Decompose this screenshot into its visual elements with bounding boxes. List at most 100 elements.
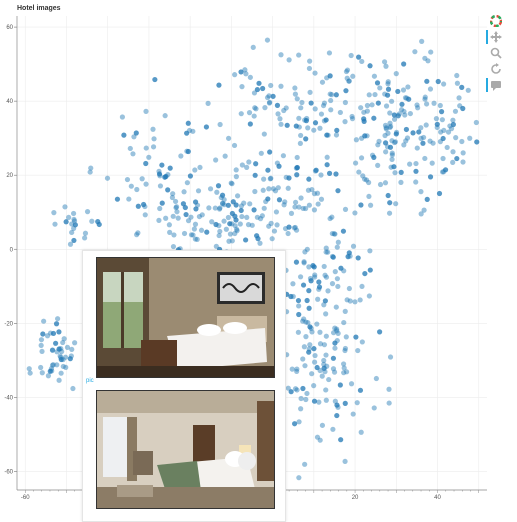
scatter-point — [342, 459, 347, 464]
scatter-point — [304, 391, 309, 396]
scatter-point — [344, 69, 349, 74]
scatter-point — [56, 329, 61, 334]
scatter-point — [322, 100, 327, 105]
scatter-point — [355, 400, 360, 405]
scatter-point — [171, 244, 176, 249]
scatter-point — [459, 85, 464, 90]
scatter-point — [252, 105, 257, 110]
scatter-point — [181, 189, 186, 194]
reset-tool-icon[interactable] — [489, 62, 503, 76]
scatter-point — [262, 105, 267, 110]
scatter-point — [263, 199, 268, 204]
scatter-point — [333, 171, 338, 176]
scatter-point — [300, 386, 305, 391]
scatter-point — [39, 337, 44, 342]
scatter-point — [57, 378, 62, 383]
scatter-point — [343, 207, 348, 212]
scatter-point — [165, 172, 170, 177]
scatter-point — [350, 74, 355, 79]
scatter-point — [299, 396, 304, 401]
x-tick-label: -60 — [21, 495, 30, 501]
scatter-point — [216, 183, 221, 188]
scatter-point — [60, 340, 65, 345]
x-tick-label: 40 — [434, 495, 441, 501]
scatter-point — [204, 230, 209, 235]
scatter-point — [253, 173, 258, 178]
scatter-point — [223, 154, 228, 159]
scatter-point — [231, 199, 236, 204]
scatter-point — [196, 188, 201, 193]
scatter-point — [305, 247, 310, 252]
scatter-point — [413, 169, 418, 174]
scatter-point — [128, 146, 133, 151]
scatter-point — [439, 109, 444, 114]
scatter-point — [435, 122, 440, 127]
scatter-point — [239, 203, 244, 208]
scatter-point — [428, 86, 433, 91]
scatter-point — [208, 186, 213, 191]
scatter-point — [216, 83, 221, 88]
scatter-point — [385, 81, 390, 86]
scatter-point — [72, 340, 77, 345]
scatter-point — [307, 346, 312, 351]
scatter-point — [184, 131, 189, 136]
scatter-point — [376, 100, 381, 105]
scatter-point — [200, 212, 205, 217]
scatter-point — [68, 242, 73, 247]
scatter-point — [355, 348, 360, 353]
scatter-point — [312, 399, 317, 404]
scatter-point — [338, 382, 343, 387]
scatter-point — [309, 100, 314, 105]
scatter-point — [251, 207, 256, 212]
scatter-point — [333, 269, 338, 274]
y-tick-label: 60 — [6, 25, 13, 31]
scatter-point — [301, 260, 306, 265]
wheel-zoom-tool-icon[interactable] — [489, 46, 503, 60]
scatter-point — [424, 122, 429, 127]
scatter-point — [347, 286, 352, 291]
pan-tool-icon[interactable] — [489, 30, 503, 44]
scatter-point — [359, 136, 364, 141]
bokeh-logo-icon[interactable] — [489, 14, 503, 28]
scatter-point — [257, 241, 262, 246]
scatter-point — [294, 260, 299, 265]
scatter-point — [387, 400, 392, 405]
scatter-point — [143, 212, 148, 217]
scatter-point — [325, 155, 330, 160]
scatter-point — [222, 202, 227, 207]
scatter-point — [143, 161, 148, 166]
scatter-point — [173, 199, 178, 204]
scatter-point — [366, 194, 371, 199]
scatter-point — [277, 116, 282, 121]
scatter-point — [386, 387, 391, 392]
scatter-point — [285, 123, 290, 128]
scatter-point — [121, 133, 126, 138]
scatter-point — [192, 167, 197, 172]
scatter-point — [401, 87, 406, 92]
scatter-point — [186, 121, 191, 126]
tooltip-field-label: pic — [86, 378, 94, 384]
scatter-point — [120, 114, 125, 119]
scatter-point — [415, 145, 420, 150]
scatter-point — [358, 388, 363, 393]
scatter-point — [412, 49, 417, 54]
scatter-point — [163, 216, 168, 221]
scatter-point — [144, 145, 149, 150]
scatter-point — [262, 131, 267, 136]
hover-tool-icon[interactable] — [489, 78, 503, 92]
scatter-point — [312, 264, 317, 269]
scatter-point — [283, 226, 288, 231]
scatter-point — [55, 316, 60, 321]
scatter-point — [342, 119, 347, 124]
scatter-point — [105, 176, 110, 181]
scatter-point — [39, 343, 44, 348]
scatter-point — [296, 52, 301, 57]
scatter-point — [395, 89, 400, 94]
scatter-point — [331, 356, 336, 361]
scatter-point — [309, 371, 314, 376]
scatter-point — [304, 116, 309, 121]
scatter-point — [85, 209, 90, 214]
scatter-point — [143, 182, 148, 187]
scatter-point — [392, 170, 397, 175]
scatter-point — [372, 74, 377, 79]
